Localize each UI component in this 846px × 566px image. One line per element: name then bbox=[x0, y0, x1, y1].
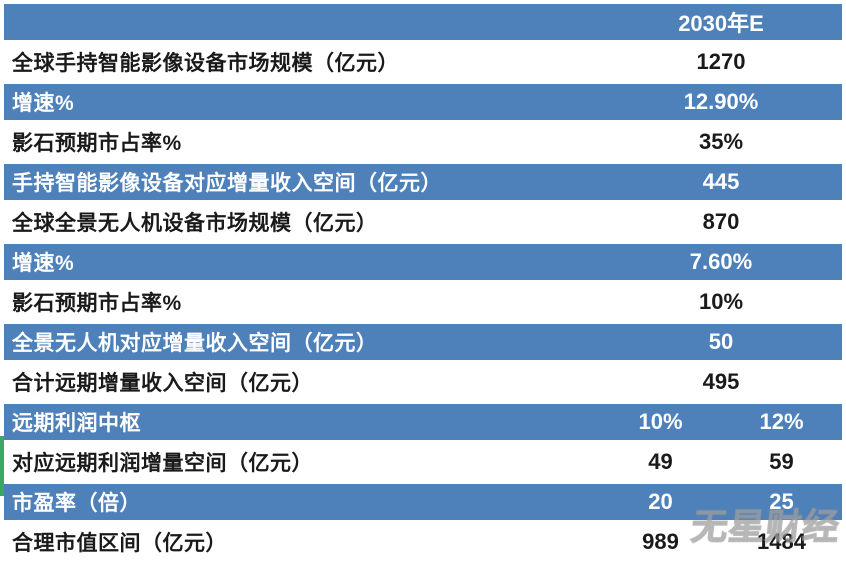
row-label: 合理市值区间（亿元） bbox=[4, 524, 600, 560]
row-value: 870 bbox=[600, 204, 842, 240]
table-row: 手持智能影像设备对应增量收入空间（亿元） 445 bbox=[4, 164, 842, 200]
row-label: 市盈率（倍） bbox=[4, 484, 600, 520]
row-value: 49 bbox=[600, 444, 721, 480]
table-row: 增速% 12.90% bbox=[4, 84, 842, 120]
row-value: 989 bbox=[600, 524, 721, 560]
table-row: 影石预期市占率% 35% bbox=[4, 124, 842, 160]
table-row: 合理市值区间（亿元） 989 1484 bbox=[4, 524, 842, 560]
table-row: 合计远期增量收入空间（亿元） 495 bbox=[4, 364, 842, 400]
row-value: 1270 bbox=[600, 44, 842, 80]
row-value: 35% bbox=[600, 124, 842, 160]
table-header-row: 2030年E bbox=[4, 4, 842, 40]
row-label: 全球全景无人机设备市场规模（亿元） bbox=[4, 204, 600, 240]
row-value: 445 bbox=[600, 164, 842, 200]
row-value: 59 bbox=[721, 444, 842, 480]
row-value: 12.90% bbox=[600, 84, 842, 120]
row-value: 7.60% bbox=[600, 244, 842, 280]
row-label: 影石预期市占率% bbox=[4, 124, 600, 160]
row-label: 增速% bbox=[4, 244, 600, 280]
header-label-cell bbox=[4, 4, 600, 40]
row-label: 手持智能影像设备对应增量收入空间（亿元） bbox=[4, 164, 600, 200]
row-value: 20 bbox=[600, 484, 721, 520]
row-value: 12% bbox=[721, 404, 842, 440]
row-label: 远期利润中枢 bbox=[4, 404, 600, 440]
table-row: 全球手持智能影像设备市场规模（亿元） 1270 bbox=[4, 44, 842, 80]
row-label: 全球手持智能影像设备市场规模（亿元） bbox=[4, 44, 600, 80]
row-value: 495 bbox=[600, 364, 842, 400]
forecast-table: 2030年E 全球手持智能影像设备市场规模（亿元） 1270 增速% 12.90… bbox=[4, 0, 842, 564]
row-value: 10% bbox=[600, 404, 721, 440]
row-value: 10% bbox=[600, 284, 842, 320]
green-edge-marker bbox=[0, 436, 4, 496]
table-row: 对应远期利润增量空间（亿元） 49 59 bbox=[4, 444, 842, 480]
table-row: 全球全景无人机设备市场规模（亿元） 870 bbox=[4, 204, 842, 240]
row-value: 1484 bbox=[721, 524, 842, 560]
row-label: 增速% bbox=[4, 84, 600, 120]
row-label: 影石预期市占率% bbox=[4, 284, 600, 320]
table-row: 影石预期市占率% 10% bbox=[4, 284, 842, 320]
table-row: 远期利润中枢 10% 12% bbox=[4, 404, 842, 440]
row-value: 25 bbox=[721, 484, 842, 520]
row-value: 50 bbox=[600, 324, 842, 360]
header-year-cell: 2030年E bbox=[600, 4, 842, 40]
row-label: 对应远期利润增量空间（亿元） bbox=[4, 444, 600, 480]
row-label: 合计远期增量收入空间（亿元） bbox=[4, 364, 600, 400]
table-row: 市盈率（倍） 20 25 bbox=[4, 484, 842, 520]
row-label: 全景无人机对应增量收入空间（亿元） bbox=[4, 324, 600, 360]
table-row: 增速% 7.60% bbox=[4, 244, 842, 280]
table-row: 全景无人机对应增量收入空间（亿元） 50 bbox=[4, 324, 842, 360]
